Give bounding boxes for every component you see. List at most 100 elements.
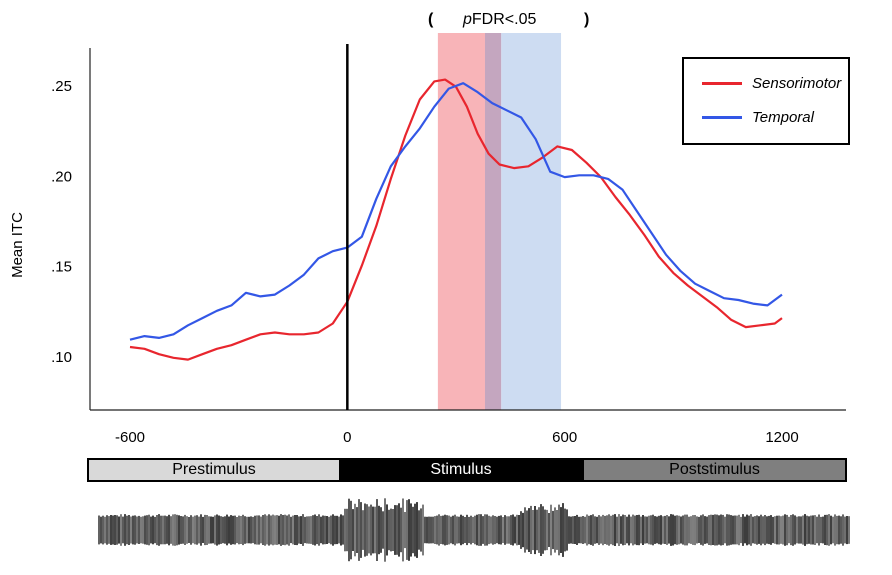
waveform-bar: [496, 516, 498, 544]
waveform-bar: [220, 516, 222, 544]
waveform-bar: [116, 515, 118, 545]
waveform-bar: [176, 514, 178, 546]
waveform-bar: [210, 516, 212, 544]
waveform-bar: [512, 514, 514, 546]
waveform-bar: [196, 515, 198, 545]
waveform-bar: [174, 514, 176, 546]
waveform-bar: [246, 516, 248, 544]
waveform-bar: [422, 504, 424, 556]
waveform-bar: [140, 516, 142, 544]
waveform-bar: [204, 514, 206, 546]
waveform-bar: [628, 514, 630, 546]
waveform-bar: [616, 516, 618, 544]
waveform-bar: [784, 514, 786, 546]
waveform-bar: [550, 504, 552, 556]
waveform-bar: [180, 516, 182, 544]
waveform-bar: [324, 515, 326, 545]
waveform-bar: [242, 514, 244, 546]
waveform-bar: [320, 516, 322, 544]
waveform-bar: [606, 515, 608, 545]
waveform-bar: [234, 515, 236, 545]
waveform-bar: [716, 514, 718, 546]
waveform-bar: [786, 514, 788, 546]
waveform-bar: [346, 508, 348, 552]
waveform-bar: [306, 516, 308, 544]
waveform-bar: [530, 505, 532, 554]
waveform-bar: [692, 515, 694, 545]
waveform-bar: [744, 516, 746, 544]
waveform-bar: [340, 514, 342, 546]
audio-waveform-image: [98, 498, 850, 562]
waveform-bar: [624, 515, 626, 545]
waveform-bar: [506, 516, 508, 544]
legend-item-sensorimotor: Sensorimotor: [702, 75, 841, 92]
waveform-bar: [610, 515, 612, 545]
y-axis-label: Mean ITC: [9, 212, 26, 278]
waveform-bar: [818, 514, 820, 546]
waveform-bar: [178, 515, 180, 545]
waveform-bar: [342, 515, 344, 545]
waveform-bar: [668, 516, 670, 544]
waveform-bar: [412, 506, 414, 554]
waveform-bar: [658, 515, 660, 545]
waveform-bar: [764, 515, 766, 546]
waveform-bar: [836, 515, 838, 545]
tick-labels: -600 0 600 1200 .10 .15 .20 .25: [51, 78, 799, 446]
waveform-bar: [138, 515, 140, 544]
waveform-bar: [580, 516, 582, 544]
waveform-bar: [586, 514, 588, 546]
waveform-bar: [558, 504, 560, 556]
shaded-region-1: [484, 33, 502, 410]
waveform-bar: [236, 517, 238, 544]
waveform-bar: [660, 515, 662, 545]
waveform-bar: [334, 515, 336, 545]
stimulus-timeline: Prestimulus Stimulus Poststimulus: [87, 458, 847, 482]
legend-label-temporal: Temporal: [752, 109, 814, 126]
waveform-bar: [796, 516, 798, 544]
waveform-bar: [690, 516, 692, 544]
legend: Sensorimotor Temporal: [682, 57, 850, 145]
waveform-bar: [500, 515, 502, 545]
waveform-bar: [200, 514, 202, 546]
legend-swatch-temporal: [702, 116, 742, 119]
waveform-bar: [254, 515, 256, 545]
waveform-bar: [212, 516, 214, 544]
waveform-bar: [670, 514, 672, 546]
waveform-bar: [794, 515, 796, 545]
waveform-bar: [532, 510, 534, 551]
waveform-bar: [570, 516, 572, 544]
waveform-bar: [330, 515, 332, 545]
waveform-bar: [556, 510, 558, 550]
waveform-bar: [118, 516, 120, 544]
waveform-bar: [770, 515, 772, 545]
itc-line-chart: -600 0 600 1200 .10 .15 .20 .25 Mean ITC ( pFDR…: [9, 11, 846, 446]
waveform-bar: [848, 516, 850, 544]
waveform-bar: [608, 514, 610, 546]
waveform-bar: [278, 515, 280, 545]
waveform-bar: [846, 516, 848, 545]
waveform-bar: [132, 515, 134, 545]
waveform-bar: [442, 515, 444, 545]
waveform-bar: [396, 505, 398, 555]
waveform-bar: [478, 514, 480, 546]
waveform-bar: [636, 515, 638, 546]
waveform-bar: [326, 516, 328, 544]
waveform-bar: [844, 516, 846, 544]
waveform-bar: [398, 503, 400, 557]
waveform-bar: [420, 508, 422, 552]
waveform-bar: [366, 504, 368, 556]
waveform-bar: [572, 516, 574, 544]
waveform-bar: [222, 516, 224, 544]
waveform-bar: [226, 514, 228, 546]
waveform-bar: [662, 516, 664, 544]
waveform-bar: [274, 515, 276, 545]
waveform-bar: [534, 506, 536, 555]
waveform-bar: [372, 506, 374, 554]
waveform-bar: [244, 516, 246, 544]
waveform-bar: [686, 514, 688, 546]
waveform-bar: [266, 515, 268, 545]
waveform-bar: [704, 516, 706, 544]
waveform-bar: [184, 514, 186, 545]
waveform-bar: [842, 514, 844, 546]
waveform-bar: [652, 514, 654, 546]
